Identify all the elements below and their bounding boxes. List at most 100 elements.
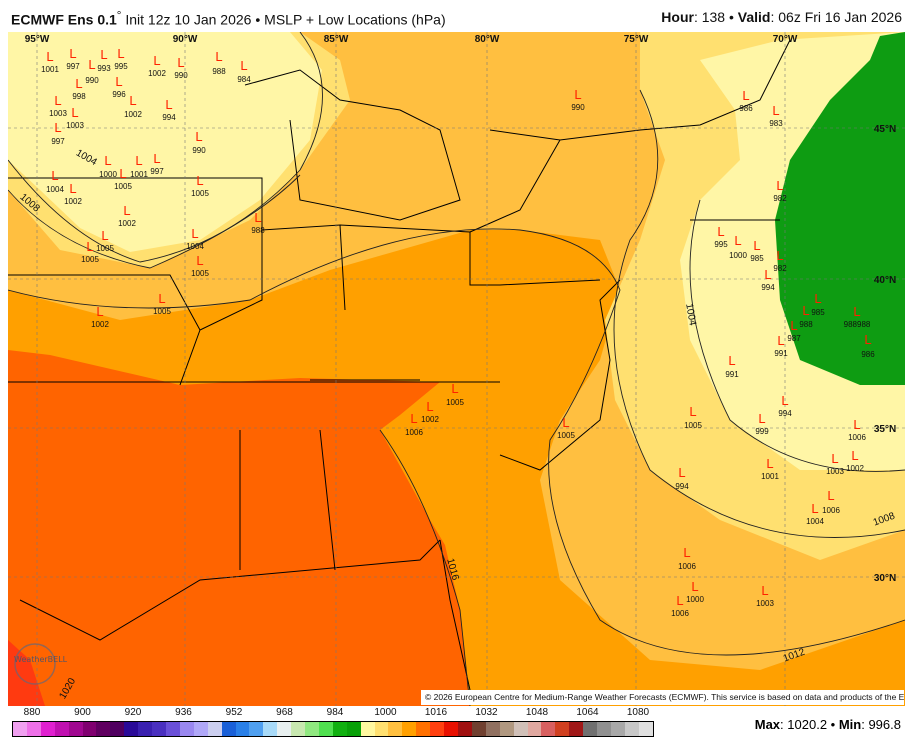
- max-value: 1020.2: [787, 717, 828, 732]
- low-symbol: L: [753, 238, 760, 253]
- colorbar-swatch: [152, 722, 166, 736]
- colorbar-swatch: [291, 722, 306, 736]
- low-symbol: L: [71, 105, 78, 120]
- low-symbol: L: [46, 49, 53, 64]
- colorbar-swatch: [207, 722, 222, 736]
- low-pressure-value: 1002: [91, 320, 109, 329]
- valid-time: 06z Fri 16 Jan 2026: [778, 9, 902, 25]
- colorbar-swatch: [96, 722, 111, 736]
- low-pressure-value: 1003: [826, 467, 844, 476]
- low-symbol: L: [764, 267, 771, 282]
- colorbar-swatch: [458, 722, 472, 736]
- low-marker: L 993: [97, 47, 111, 73]
- low-pressure-value: 1001: [761, 472, 779, 481]
- low-pressure-value: 988: [212, 67, 226, 76]
- low-symbol: L: [51, 168, 58, 183]
- separator: •: [255, 11, 261, 28]
- longitude-label: 90°W: [173, 34, 198, 45]
- low-symbol: L: [195, 129, 202, 144]
- low-marker: L 1000: [99, 153, 117, 179]
- low-pressure-value: 994: [675, 482, 689, 491]
- low-pressure-value: 1006: [671, 609, 689, 618]
- colorbar-swatch: [82, 722, 97, 736]
- low-symbol: L: [827, 488, 834, 503]
- low-pressure-value: 1004: [46, 185, 64, 194]
- max-label: Max: [754, 717, 781, 732]
- init-time: Init 12z 10 Jan 2026: [125, 11, 252, 28]
- low-symbol: L: [177, 55, 184, 70]
- colorbar-tick-label: 1000: [374, 707, 397, 718]
- colorbar-swatch: [569, 722, 584, 736]
- low-symbol: L: [766, 456, 773, 471]
- mslp-map: WeatherBELL 95°W 90°W 85°W 80°W 75°W 70°W 45°N…: [8, 32, 905, 706]
- forecast-hour: 138: [701, 9, 726, 25]
- low-pressure-value: 1005: [446, 398, 464, 407]
- map-labels: 95°W 90°W 85°W 80°W 75°W 70°W 45°N 40°N 35°N 30°N…: [18, 34, 897, 701]
- colorbar-swatch: [388, 722, 403, 736]
- low-pressure-value: 1004: [186, 242, 204, 251]
- longitude-label: 75°W: [624, 34, 649, 45]
- fill-1016-1020: [8, 350, 470, 706]
- latitude-label: 35°N: [874, 424, 896, 435]
- low-pressure-value: 1006: [848, 433, 866, 442]
- low-symbol: L: [811, 501, 818, 516]
- latitude-label: 30°N: [874, 573, 896, 584]
- weatherbell-logo: WeatherBELL: [14, 643, 68, 685]
- low-pressure-value: 988: [251, 226, 265, 235]
- low-pressure-value: 994: [162, 113, 176, 122]
- map-title: ECMWF Ens 0.1° Init 12z 10 Jan 2026 • MS…: [11, 9, 446, 28]
- longitude-label: 70°W: [773, 34, 798, 45]
- low-pressure-value: 1002: [846, 464, 864, 473]
- low-pressure-value: 1000: [729, 251, 747, 260]
- low-symbol: L: [100, 47, 107, 62]
- low-symbol: L: [772, 103, 779, 118]
- colorbar-tick-label: 920: [124, 707, 142, 718]
- colorbar-swatch: [332, 722, 347, 736]
- low-symbol: L: [86, 239, 93, 254]
- colorbar-swatch: [13, 722, 27, 736]
- low-symbol: L: [676, 593, 683, 608]
- low-symbol: L: [215, 49, 222, 64]
- low-symbol: L: [69, 46, 76, 61]
- isobars: [8, 32, 905, 706]
- low-symbol: L: [574, 87, 581, 102]
- colorbar-tick-label: 936: [175, 707, 192, 718]
- low-symbol: L: [728, 353, 735, 368]
- low-marker: L 1006: [405, 411, 423, 437]
- low-symbol: L: [101, 228, 108, 243]
- colorbar-tick-label: 1016: [424, 707, 448, 718]
- low-symbol: L: [451, 381, 458, 396]
- low-pressure-value: 982: [773, 194, 787, 203]
- colorbar-swatch: [54, 722, 69, 736]
- low-pressure-value: 998: [72, 92, 86, 101]
- colorbar-swatch: [583, 722, 598, 736]
- low-symbol: L: [761, 583, 768, 598]
- low-symbol: L: [814, 291, 821, 306]
- colorbar-swatch: [165, 722, 180, 736]
- fill-below-1000: [775, 32, 905, 385]
- colorbar-tick-label: 984: [326, 707, 344, 718]
- low-symbol: L: [129, 93, 136, 108]
- low-pressure-value: 995: [114, 62, 128, 71]
- colorbar-swatch: [610, 722, 625, 736]
